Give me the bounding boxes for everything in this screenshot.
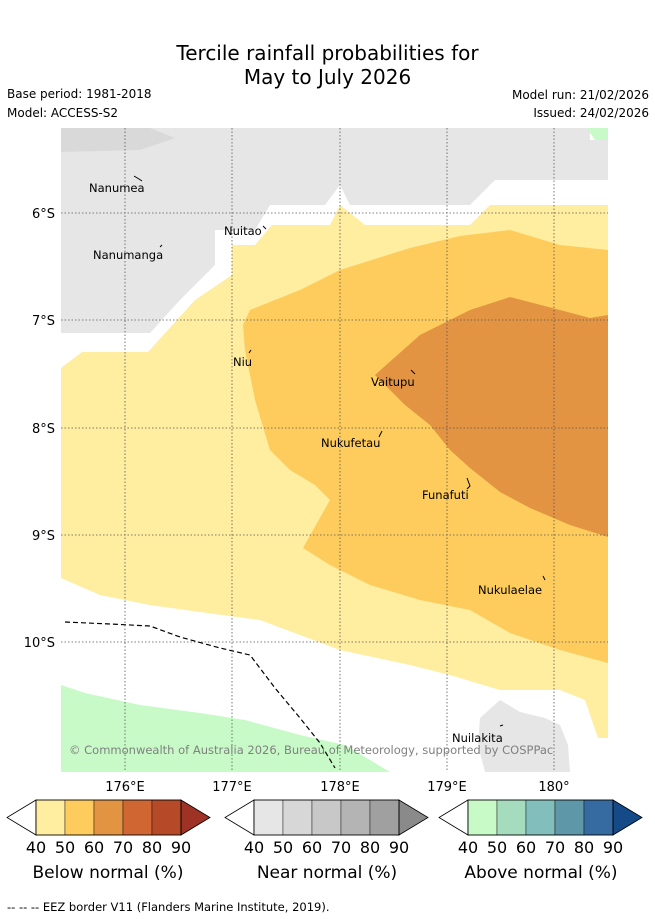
colorbar-below-segment bbox=[64, 799, 95, 836]
near-normal-region-se bbox=[478, 700, 570, 772]
island-outlines bbox=[133, 175, 546, 727]
colorbar-near-segment bbox=[311, 799, 342, 836]
near-normal-region-north-2 bbox=[61, 128, 175, 152]
colorbar-below-tick-label: 70 bbox=[113, 838, 133, 857]
colorbar-below-tick-label: 50 bbox=[55, 838, 75, 857]
island-nanumea-shape bbox=[133, 175, 143, 182]
lat-label-9s: 9°S bbox=[32, 529, 55, 544]
lat-label-6s: 6°S bbox=[32, 207, 55, 222]
colorbar-near-segment bbox=[282, 799, 313, 836]
place-label-funafuti: Funafuti bbox=[422, 488, 469, 502]
lon-label-180: 180° bbox=[538, 780, 569, 795]
island-niu-shape bbox=[248, 349, 252, 354]
colorbar-near-segment bbox=[369, 799, 400, 836]
lat-label-8s: 8°S bbox=[32, 422, 55, 437]
colorbar-above-upper-extend bbox=[612, 799, 643, 836]
colorbar-above-lower-extend bbox=[438, 799, 469, 836]
issued-date: Issued: 24/02/2026 bbox=[533, 106, 649, 120]
above-normal-region-ne bbox=[587, 128, 608, 140]
colorbar-above-tick-label: 80 bbox=[574, 838, 594, 857]
colorbar-below-segment bbox=[93, 799, 124, 836]
lat-label-10s: 10°S bbox=[24, 636, 55, 651]
place-label-niu: Niu bbox=[233, 355, 252, 369]
colorbar-group: 40 50 60 70 80 90 40 50 60 70 80 90 40 50 60 70 80 90 bbox=[6, 799, 643, 857]
lon-label-179e: 179°E bbox=[427, 780, 467, 795]
colorbar-above-outline bbox=[467, 799, 614, 836]
map-title-line2: May to July 2026 bbox=[243, 65, 412, 89]
island-nukulaelae-shape bbox=[542, 575, 546, 581]
near-normal-region-north bbox=[61, 128, 608, 333]
colorbar-near-tick-label: 60 bbox=[302, 838, 322, 857]
place-label-nukufetau: Nukufetau bbox=[321, 436, 380, 450]
colorbar-above-tick-label: 70 bbox=[545, 838, 565, 857]
base-period: Base period: 1981-2018 bbox=[7, 87, 152, 101]
colorbar-label-above: Above normal (%) bbox=[464, 863, 618, 883]
eez-legend-note: -- -- -- EEZ border V11 (Flanders Marine… bbox=[7, 900, 330, 914]
place-label-nanumanga: Nanumanga bbox=[93, 248, 163, 262]
colorbar-near-upper-extend bbox=[398, 799, 429, 836]
colorbar-label-near: Near normal (%) bbox=[256, 863, 398, 883]
place-label-nanumea: Nanumea bbox=[89, 181, 145, 195]
colorbar-below-segment bbox=[151, 799, 182, 836]
lon-label-177e: 177°E bbox=[212, 780, 252, 795]
colorbar-near-segment bbox=[253, 799, 284, 836]
island-funafuti-shape bbox=[466, 477, 471, 490]
eez-border bbox=[64, 621, 336, 769]
lon-label-176e: 176°E bbox=[105, 780, 145, 795]
above-normal-region-sw bbox=[61, 685, 390, 772]
island-vaitupu-shape bbox=[410, 369, 416, 375]
colorbar-above-tick-label: 50 bbox=[487, 838, 507, 857]
colorbar-near-lower-extend bbox=[224, 799, 255, 836]
island-nukufetau-shape bbox=[378, 430, 383, 438]
model-name: Model: ACCESS-S2 bbox=[7, 106, 119, 120]
map-title-line1: Tercile rainfall probabilities for bbox=[176, 41, 479, 65]
island-nuilakita-shape bbox=[499, 724, 504, 727]
model-run: Model run: 21/02/2026 bbox=[511, 88, 649, 102]
colorbar-near-tick-label: 50 bbox=[273, 838, 293, 857]
colorbar-above-segment bbox=[583, 799, 614, 836]
colorbar-near-outline bbox=[253, 799, 400, 836]
colorbar-above-segment bbox=[525, 799, 556, 836]
colorbar-above-segment bbox=[554, 799, 585, 836]
colorbar-above-tick-label: 90 bbox=[603, 838, 623, 857]
colorbar-below-outline bbox=[35, 799, 182, 836]
colorbar-near-tick-label: 80 bbox=[360, 838, 380, 857]
colorbar-above-segment bbox=[467, 799, 498, 836]
colorbar-below-lower-extend bbox=[6, 799, 37, 836]
lat-label-7s: 7°S bbox=[32, 314, 55, 329]
island-nanumanga-shape bbox=[159, 244, 163, 248]
lon-label-178e: 178°E bbox=[320, 780, 360, 795]
colorbar-below-tick-label: 40 bbox=[26, 838, 46, 857]
colorbar-near-tick-label: 90 bbox=[389, 838, 409, 857]
graticule bbox=[61, 128, 608, 772]
colorbar-near-segment bbox=[340, 799, 371, 836]
colorbar-above-segment bbox=[496, 799, 527, 836]
colorbar-near-tick-label: 70 bbox=[331, 838, 351, 857]
colorbar-above-tick-label: 40 bbox=[458, 838, 478, 857]
colorbar-below-tick-label: 80 bbox=[142, 838, 162, 857]
colorbar-above-tick-label: 60 bbox=[516, 838, 536, 857]
copyright-notice: © Commonwealth of Australia 2026, Bureau… bbox=[69, 743, 553, 757]
below-normal-60-70-region bbox=[375, 297, 608, 537]
colorbar-below-upper-extend bbox=[180, 799, 211, 836]
colorbar-below-segment bbox=[122, 799, 153, 836]
colorbar-below-tick-label: 90 bbox=[171, 838, 191, 857]
island-nuitao-shape bbox=[262, 225, 267, 230]
colorbar-near-tick-label: 40 bbox=[244, 838, 264, 857]
colorbar-below-tick-label: 60 bbox=[84, 838, 104, 857]
place-label-nuitao: Nuitao bbox=[224, 224, 262, 238]
colorbar-below-segment bbox=[35, 799, 66, 836]
place-label-nukulaelae: Nukulaelae bbox=[478, 583, 542, 597]
place-label-vaitupu: Vaitupu bbox=[371, 375, 415, 389]
place-label-nuilakita: Nuilakita bbox=[452, 731, 503, 745]
colorbar-label-below: Below normal (%) bbox=[32, 863, 184, 883]
